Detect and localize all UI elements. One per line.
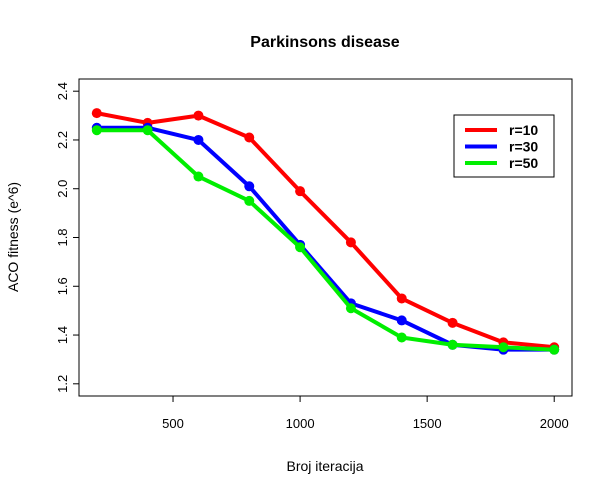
legend: r=10r=30r=50 bbox=[453, 114, 555, 178]
series-line-segment bbox=[353, 308, 399, 337]
series-line-segment bbox=[201, 176, 247, 201]
legend-label: r=50 bbox=[509, 155, 538, 171]
series-line-segment bbox=[251, 202, 299, 246]
data-point bbox=[91, 125, 102, 136]
series-layer bbox=[91, 108, 560, 355]
series-line-segment bbox=[250, 188, 299, 243]
y-tick-label: 1.4 bbox=[55, 326, 70, 344]
series-line-segment bbox=[100, 112, 144, 125]
series-line-segment bbox=[354, 302, 399, 321]
series-line-segment bbox=[201, 115, 246, 138]
series-line-segment bbox=[301, 192, 350, 241]
data-point bbox=[193, 134, 204, 145]
y-tick-label: 1.2 bbox=[55, 375, 70, 393]
data-point bbox=[244, 195, 255, 206]
data-point bbox=[345, 303, 356, 314]
y-tick-label: 2.4 bbox=[55, 82, 70, 100]
x-tick-label: 500 bbox=[162, 416, 184, 431]
x-axis-label: Broj iteracija bbox=[286, 458, 363, 474]
data-point bbox=[244, 132, 255, 143]
data-point bbox=[295, 186, 306, 197]
x-tick-label: 1500 bbox=[413, 416, 442, 431]
x-tick-label: 2000 bbox=[540, 416, 569, 431]
data-point bbox=[244, 181, 255, 192]
series-r=50 bbox=[91, 125, 560, 355]
legend-label: r=10 bbox=[509, 122, 538, 138]
data-point bbox=[447, 317, 458, 328]
series-line-segment bbox=[404, 320, 450, 345]
series-line-segment bbox=[405, 336, 449, 347]
data-point bbox=[498, 342, 509, 353]
data-point bbox=[193, 110, 204, 121]
legend-label: r=30 bbox=[509, 139, 538, 155]
data-point bbox=[396, 293, 407, 304]
series-line-segment bbox=[200, 141, 248, 185]
series-line-segment bbox=[151, 126, 195, 141]
data-point bbox=[447, 339, 458, 350]
y-tick-label: 1.8 bbox=[55, 228, 70, 246]
data-point bbox=[396, 315, 407, 326]
series-line-segment bbox=[301, 249, 350, 307]
data-point bbox=[345, 237, 356, 248]
y-axis: 1.2 1.4 1.6 1.8 2.0 2.2 2.4 bbox=[55, 82, 79, 393]
series-line-segment bbox=[456, 343, 499, 350]
y-tick-label: 2.0 bbox=[55, 180, 70, 198]
series-line-segment bbox=[507, 345, 550, 352]
series-line-segment bbox=[151, 114, 195, 125]
data-point bbox=[142, 125, 153, 136]
series-line-segment bbox=[404, 298, 450, 323]
y-axis-label: ACO fitness (e^6) bbox=[5, 182, 21, 292]
x-tick-label: 1000 bbox=[286, 416, 315, 431]
data-point bbox=[396, 332, 407, 343]
series-line-segment bbox=[250, 139, 299, 190]
data-point bbox=[549, 344, 560, 355]
data-point bbox=[295, 242, 306, 253]
series-line-segment bbox=[352, 244, 401, 297]
y-tick-label: 2.2 bbox=[55, 131, 70, 149]
chart-title: Parkinsons disease bbox=[250, 34, 400, 51]
data-point bbox=[193, 171, 204, 182]
data-point bbox=[91, 108, 102, 119]
x-axis: 500 1000 1500 2000 bbox=[162, 396, 569, 431]
series-line-segment bbox=[456, 322, 500, 343]
series-line-segment bbox=[149, 131, 197, 175]
series-line-segment bbox=[507, 340, 550, 349]
y-tick-label: 1.6 bbox=[55, 277, 70, 295]
